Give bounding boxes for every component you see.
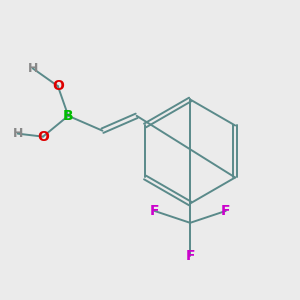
Text: B: B [63, 109, 74, 123]
Text: O: O [37, 130, 49, 144]
Text: F: F [150, 204, 159, 218]
Text: F: F [221, 204, 230, 218]
Text: H: H [13, 127, 23, 140]
Text: H: H [27, 62, 38, 75]
Text: F: F [185, 248, 195, 262]
Text: O: O [52, 79, 64, 93]
